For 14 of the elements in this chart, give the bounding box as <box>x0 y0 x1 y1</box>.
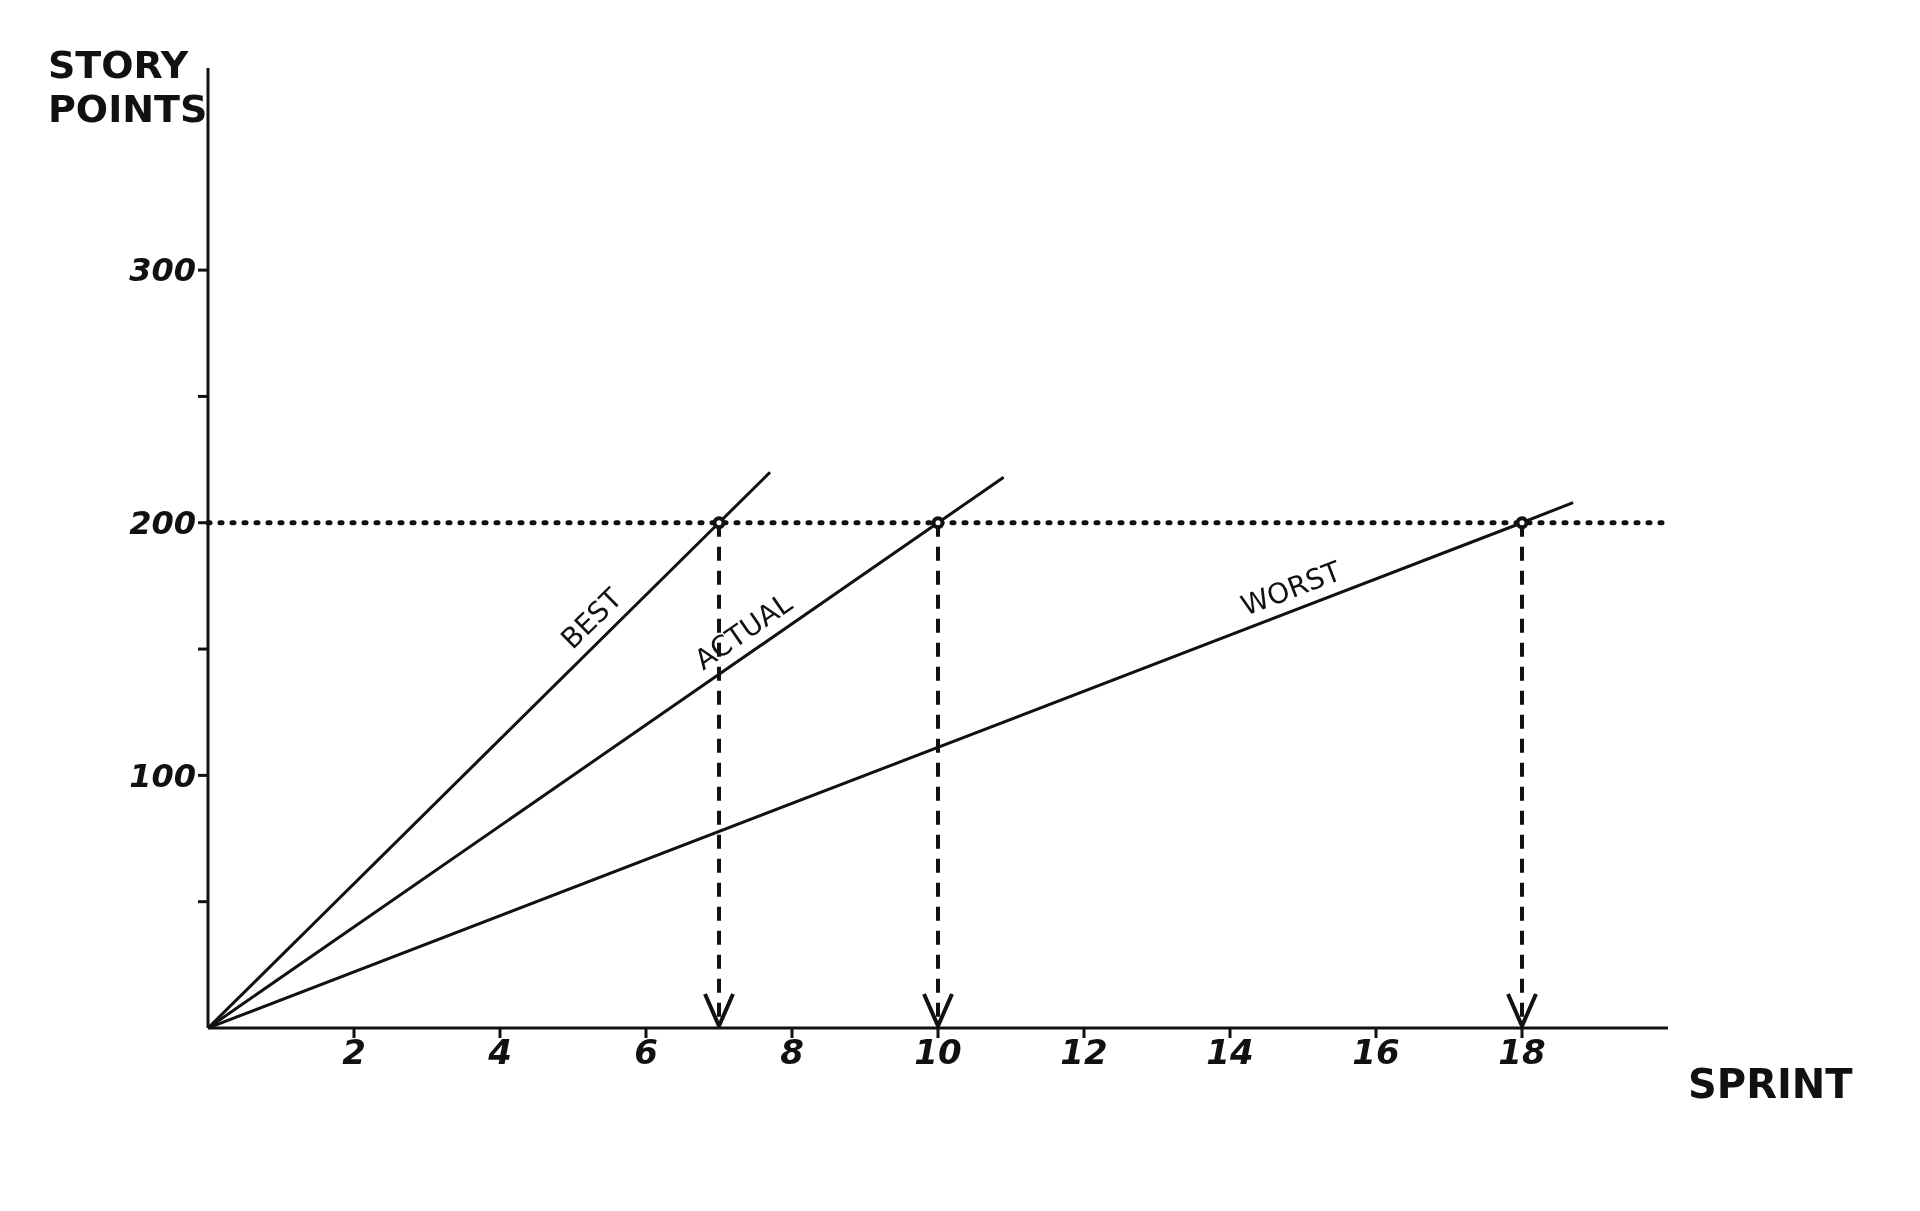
x-tick-label: 2 <box>342 1032 366 1073</box>
x-tick-label: 6 <box>634 1032 658 1073</box>
y-tick-label: 200 <box>129 504 196 543</box>
x-tick-label: 16 <box>1352 1032 1400 1073</box>
x-tick-label: 18 <box>1498 1032 1546 1073</box>
y-axis-title: STORY POINTS <box>48 43 208 131</box>
x-axis-title: SPRINT <box>1688 1061 1854 1107</box>
x-tick-label: 4 <box>487 1032 512 1073</box>
x-tick-label: 8 <box>780 1032 804 1073</box>
y-tick-label: 300 <box>129 251 196 290</box>
x-tick-label: 14 <box>1206 1032 1254 1073</box>
y-tick-label: 100 <box>129 756 196 795</box>
x-tick-label: 10 <box>914 1032 962 1073</box>
x-tick-label: 12 <box>1060 1032 1108 1073</box>
